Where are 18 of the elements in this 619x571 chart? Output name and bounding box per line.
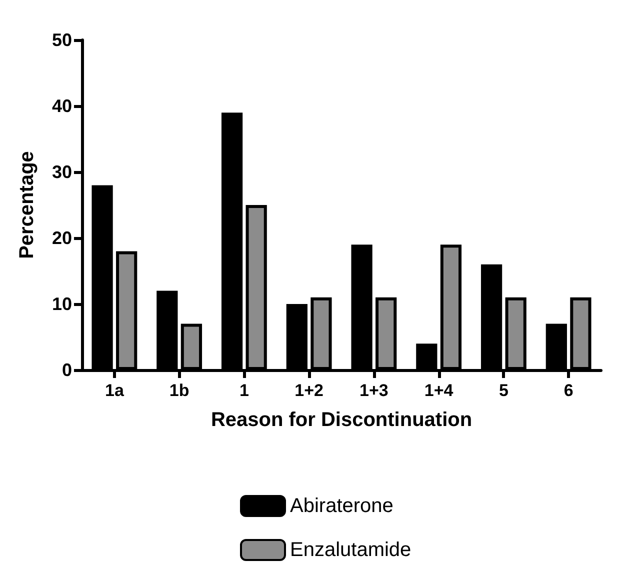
- y-tick-label: 50: [52, 30, 72, 50]
- y-tick-label: 10: [52, 294, 72, 314]
- legend-label: Enzalutamide: [290, 539, 412, 561]
- x-tick-label: 1+2: [294, 381, 324, 400]
- x-tick-label: 1+3: [360, 381, 388, 400]
- y-tick-label: 0: [62, 360, 72, 380]
- x-tick-label: 1b: [169, 381, 190, 400]
- x-tick-label: 1+4: [424, 381, 454, 400]
- x-axis-title: Reason for Discontinuation: [210, 409, 472, 431]
- x-tick-label: 1: [239, 381, 249, 400]
- y-tick-label: 30: [52, 162, 72, 182]
- x-tick-label: 6: [564, 381, 574, 400]
- y-axis-title: Percentage: [16, 151, 38, 259]
- x-tick-label: 1a: [104, 381, 124, 400]
- y-tick-label: 20: [52, 228, 72, 248]
- legend-label: Abiraterone: [290, 495, 394, 517]
- x-tick-label: 5: [498, 381, 508, 400]
- y-tick-label: 40: [52, 96, 72, 116]
